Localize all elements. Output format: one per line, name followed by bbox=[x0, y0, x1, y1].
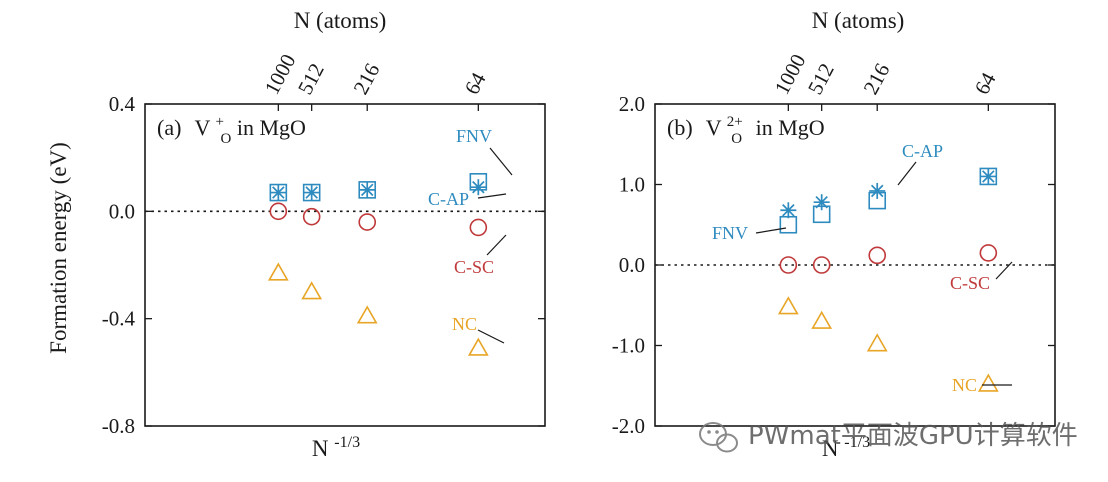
panel-b-c-ap-point bbox=[813, 194, 830, 211]
panel-b-ytick-label: 1.0 bbox=[619, 173, 645, 197]
panel-a-c-sc-point bbox=[269, 202, 288, 221]
panel-a-annotation-fnv: FNV bbox=[456, 126, 492, 146]
panel-b-c-sc-point bbox=[779, 256, 798, 274]
panel-a-xlabel: N -1/3 bbox=[312, 434, 360, 461]
panel-b-annotation-c-sc: C-SC bbox=[950, 273, 990, 293]
panel-a-c-sc-point bbox=[302, 207, 321, 226]
panel-a-leader-c-ap bbox=[477, 193, 507, 199]
panel-a-ylabel: Formation energy (eV) bbox=[46, 142, 71, 354]
panel-a-c-ap-point bbox=[270, 184, 287, 201]
panel-a-leader-fnv bbox=[489, 147, 513, 176]
panel-b-leader-fnv bbox=[755, 227, 787, 234]
panel-b-ytick-label: 0.0 bbox=[619, 253, 645, 277]
panel-a-ytick-label: 0.0 bbox=[109, 199, 135, 223]
panel-a-c-sc-point bbox=[358, 213, 377, 231]
panel-a-ytick-label: 0.4 bbox=[109, 92, 136, 116]
panel-b-title-sub: O bbox=[731, 131, 742, 147]
panel-b-c-ap-point bbox=[980, 168, 997, 185]
panel-b-nc-point bbox=[811, 310, 833, 329]
panel-b-c-ap-point bbox=[780, 202, 797, 219]
panel-a-title-main: V bbox=[195, 115, 211, 140]
panel-b-c-sc-point bbox=[979, 244, 998, 262]
panel-b-top-tick-label: 1000 bbox=[770, 50, 811, 98]
panel-b-xlabel-main: N bbox=[822, 436, 839, 461]
panel-b-title: (b) V 2+ O in MgO bbox=[667, 106, 825, 148]
panel-b-annotation-c-ap: C-AP bbox=[902, 141, 943, 161]
panel-b-leader-c-sc bbox=[995, 261, 1013, 280]
panel-b-title-sup: 2+ bbox=[727, 114, 743, 130]
panel-a-nc-point bbox=[356, 305, 378, 324]
panel-a-ytick-label: -0.8 bbox=[102, 414, 135, 438]
panel-a-frame bbox=[144, 103, 546, 427]
panel-b-c-ap-point bbox=[869, 182, 886, 199]
watermark-text: PWmat平面波GPU计算软件 bbox=[748, 421, 1078, 451]
panel-b-leader-c-ap bbox=[897, 161, 917, 186]
panel-a-leader-c-sc bbox=[486, 234, 507, 256]
panel-a-title: (a) V + O in MgO bbox=[157, 106, 306, 148]
panel-b-nc-point bbox=[777, 296, 799, 315]
panel-b-ytick-label: -2.0 bbox=[612, 414, 645, 438]
panel-a-label: (a) bbox=[157, 115, 181, 140]
panel-b-xlabel-sup: -1/3 bbox=[844, 434, 870, 451]
panel-b-top-xlabel: N (atoms) bbox=[812, 8, 905, 33]
panel-a-marks bbox=[267, 173, 489, 356]
panel-a-top-tick-label: 64 bbox=[460, 68, 491, 98]
panel-a-c-ap-point bbox=[470, 179, 487, 196]
panel-a-title-rest: in MgO bbox=[237, 115, 306, 140]
panel-b-title-rest: in MgO bbox=[756, 115, 825, 140]
panel-a-annotation-c-ap: C-AP bbox=[428, 189, 469, 209]
panel-a-nc-point bbox=[301, 281, 323, 300]
wechat-icon bbox=[699, 422, 738, 453]
panel-a-annotation-nc: NC bbox=[452, 314, 477, 334]
panel-a-c-sc-point bbox=[469, 218, 488, 237]
panel-a-top-tick-label: 1000 bbox=[260, 50, 301, 98]
panel-b-ytick-label: -1.0 bbox=[612, 334, 645, 358]
panel-b-label: (b) bbox=[667, 115, 693, 140]
panel-b-nc-point bbox=[866, 333, 888, 352]
panel-b-fnv-point bbox=[779, 215, 798, 234]
panel-b-annotation-nc: NC bbox=[952, 375, 977, 395]
panel-a-leader-nc bbox=[477, 329, 505, 344]
panel-b-title-main: V bbox=[706, 115, 722, 140]
panel-a-top-tick-label: 216 bbox=[348, 59, 384, 98]
panel-b-top-tick-label: 216 bbox=[858, 59, 894, 98]
panel-b-xlabel: N -1/3 bbox=[822, 434, 870, 461]
panel-b-ytick-label: 2.0 bbox=[619, 92, 645, 116]
panel-b-c-sc-point bbox=[812, 256, 831, 274]
panel-a-xlabel-main: N bbox=[312, 436, 329, 461]
panel-a-c-ap-point bbox=[303, 184, 320, 201]
watermark: PWmat平面波GPU计算软件 bbox=[699, 421, 1078, 453]
panel-a-nc-point bbox=[467, 337, 489, 356]
panel-a-nc-point bbox=[267, 262, 289, 281]
panel-a-xlabel-sup: -1/3 bbox=[334, 434, 360, 451]
panel-b-nc-point bbox=[977, 373, 999, 392]
panel-b-marks bbox=[777, 167, 999, 392]
panel-a-annotation-c-sc: C-SC bbox=[454, 257, 494, 277]
panel-b-c-sc-point bbox=[868, 246, 887, 265]
panel-a-c-ap-point bbox=[359, 181, 376, 198]
panel-b-annotation-fnv: FNV bbox=[712, 223, 748, 243]
panel-b-top-tick-label: 64 bbox=[970, 68, 1001, 98]
panel-a-title-sup: + bbox=[216, 114, 224, 130]
panel-a-ytick-label: -0.4 bbox=[102, 307, 136, 331]
panel-a-top-xlabel: N (atoms) bbox=[294, 8, 387, 33]
panel-a-title-sub: O bbox=[221, 131, 232, 147]
